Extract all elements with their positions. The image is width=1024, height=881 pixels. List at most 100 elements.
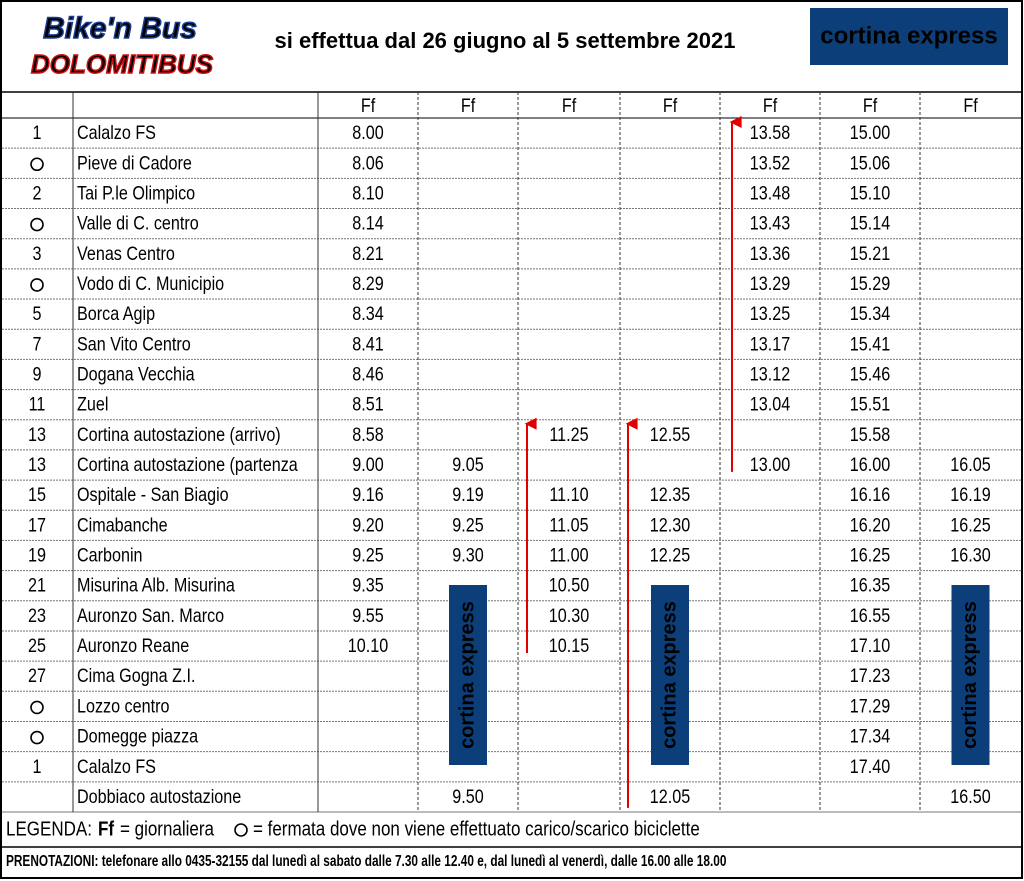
no-bike-stop-marker [30, 730, 44, 745]
column-header: Ff [863, 95, 877, 117]
time: 13.52 [750, 152, 790, 174]
stop-name: Pieve di Cadore [77, 152, 192, 174]
time: 8.46 [352, 363, 384, 385]
time: 12.25 [650, 544, 691, 566]
stop-number: 3 [33, 243, 42, 265]
side-logo: cortina express [456, 601, 478, 749]
bikenbus-logo: Bike'n Bus DOLOMITIBUS [30, 11, 214, 79]
time: 17.10 [850, 635, 891, 657]
time: 8.34 [352, 303, 384, 325]
time: 15.34 [850, 303, 891, 325]
time: 17.23 [850, 665, 891, 687]
time: 17.29 [850, 695, 890, 717]
stop-name: Venas Centro [77, 243, 175, 265]
stop-number: 13 [28, 424, 46, 446]
stop-name: Borca Agip [77, 303, 155, 325]
stop-number: 19 [28, 544, 46, 566]
time: 16.19 [950, 484, 990, 506]
time: 13.17 [750, 333, 790, 355]
legend-ff: Ff [98, 817, 115, 840]
stop-name: Cortina autostazione (partenza [77, 454, 298, 476]
stop-number: 25 [28, 635, 46, 657]
stop-number: 11 [29, 393, 46, 415]
time: 15.14 [850, 212, 891, 234]
side-logo: cortina express [959, 601, 981, 749]
time: 9.20 [352, 514, 384, 536]
time: 15.06 [850, 152, 891, 174]
stop-number: 7 [33, 333, 42, 355]
side-logo-bg [449, 585, 487, 765]
stop-number: 2 [33, 182, 42, 204]
time: 11.25 [549, 424, 588, 446]
time: 9.35 [352, 574, 384, 596]
time: 8.00 [352, 122, 384, 144]
time: 11.10 [549, 484, 588, 506]
time: 13.43 [750, 212, 791, 234]
time: 13.04 [750, 393, 791, 415]
time: 12.35 [650, 484, 691, 506]
time: 9.30 [452, 544, 484, 566]
legend-label: LEGENDA: [6, 817, 92, 840]
no-bike-stop-marker [30, 278, 44, 292]
time: 16.25 [850, 544, 891, 566]
time: 15.41 [850, 333, 890, 355]
time: 15.21 [850, 243, 890, 265]
time: 9.50 [452, 786, 484, 808]
legend-circle [234, 823, 248, 837]
time: 12.55 [650, 424, 691, 446]
time: 16.55 [850, 605, 891, 627]
time: 16.16 [850, 484, 891, 506]
time: 15.00 [850, 122, 891, 144]
time: 15.58 [850, 424, 891, 446]
stop-number: 21 [28, 574, 46, 596]
stop-name: Cimabanche [77, 514, 168, 536]
booking: PRENOTAZIONI: telefonare allo 0435-32155… [6, 851, 727, 869]
stop-number: 1 [33, 122, 42, 144]
time: 9.25 [352, 544, 384, 566]
side-logo: cortina express [658, 601, 680, 749]
time: 9.55 [352, 605, 384, 627]
stop-number: 13 [28, 454, 46, 476]
column-header: Ff [763, 95, 777, 117]
logo-top: Bike'n Bus [43, 12, 197, 45]
side-logo-bg [651, 585, 689, 765]
time: 10.15 [549, 635, 590, 657]
stop-name: Dogana Vecchia [77, 363, 195, 385]
time: 15.29 [850, 273, 890, 295]
time: 17.40 [850, 756, 891, 778]
time: 12.05 [650, 786, 691, 808]
time: 16.50 [950, 786, 991, 808]
time: 16.05 [950, 454, 991, 476]
stop-number: 23 [28, 605, 46, 627]
column-header: Ff [562, 95, 576, 117]
title: si effettua dal 26 giugno al 5 settembre… [275, 28, 736, 53]
time: 13.12 [750, 363, 790, 385]
legend-circle-text: = fermata dove non viene effettuato cari… [253, 817, 700, 840]
stop-name: Cortina autostazione (arrivo) [77, 424, 281, 446]
side-logo-bg [951, 585, 990, 765]
column-header: Ff [461, 95, 475, 117]
stop-name: Auronzo Reane [77, 635, 189, 657]
stop-name: Zuel [77, 393, 108, 415]
time: 9.16 [352, 484, 384, 506]
time: 13.48 [750, 182, 791, 204]
stop-number: 1 [33, 756, 42, 778]
time: 13.29 [750, 273, 790, 295]
legend-ff-text: = giornaliera [120, 817, 215, 840]
time: 16.35 [850, 574, 891, 596]
time: 15.51 [850, 393, 890, 415]
stop-name: Carbonin [77, 544, 143, 566]
stop-name: Cima Gogna Z.I. [77, 665, 195, 687]
time: 8.41 [352, 333, 383, 355]
stop-name: San Vito Centro [77, 333, 191, 355]
stop-name: Vodo di C. Municipio [77, 273, 224, 295]
time: 9.00 [352, 454, 384, 476]
time: 10.50 [549, 574, 590, 596]
time: 11.00 [549, 544, 588, 566]
time: 16.00 [850, 454, 891, 476]
time: 13.00 [750, 454, 791, 476]
time: 16.20 [850, 514, 891, 536]
time: 9.05 [452, 454, 484, 476]
time: 15.10 [850, 182, 891, 204]
